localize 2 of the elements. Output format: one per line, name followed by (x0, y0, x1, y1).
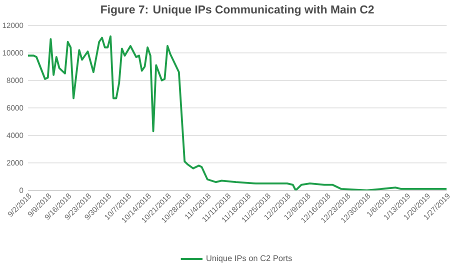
legend-label: Unique IPs on C2 Ports (206, 254, 292, 263)
chart-title: Figure 7: Unique IPs Communicating with Main C2 (101, 4, 374, 16)
